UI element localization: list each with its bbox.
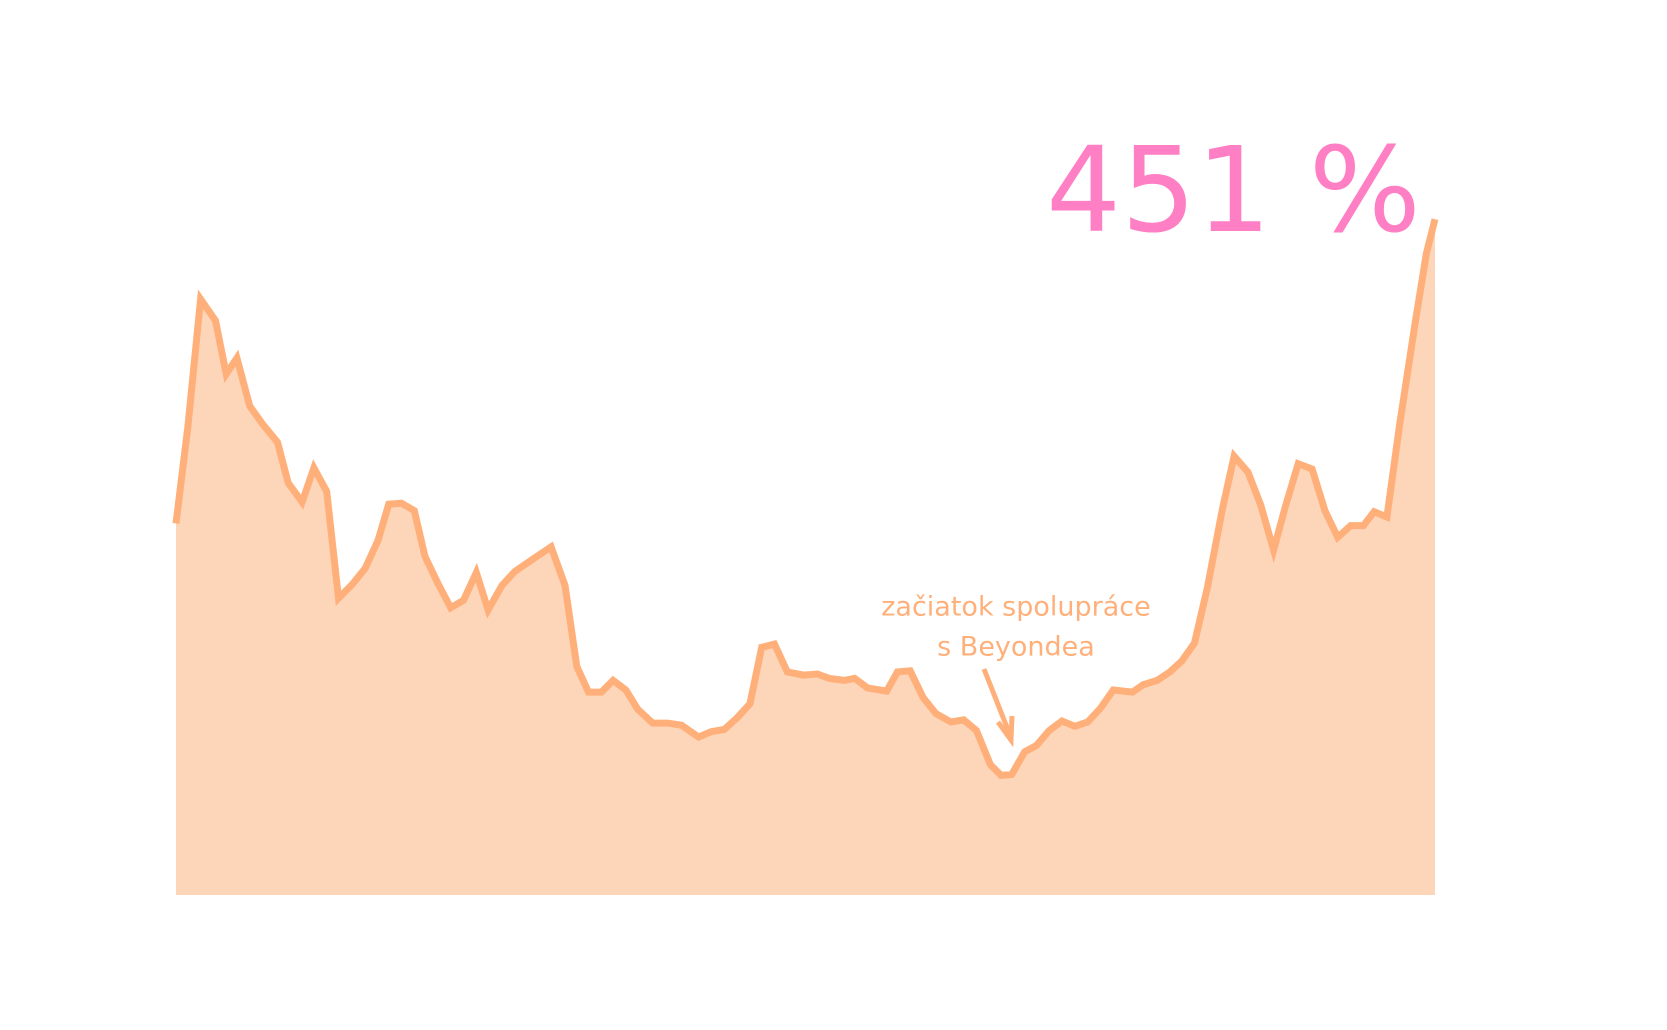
annotation: s Beyondea [937, 632, 1095, 663]
area-line [172, 218, 1439, 780]
annotation: začiatok spolupráce [881, 592, 1151, 623]
annotation-arrow [981, 668, 1015, 748]
area-fill [176, 219, 1435, 895]
headline: 451 % [1046, 121, 1421, 259]
